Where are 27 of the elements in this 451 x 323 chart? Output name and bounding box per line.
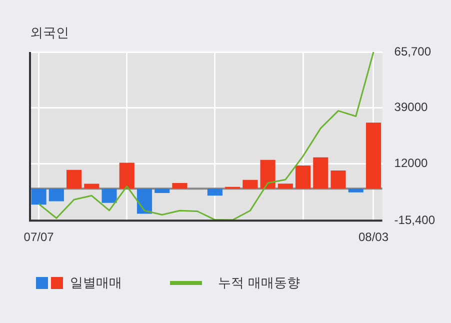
y-tick-label: 39000 [394,100,428,114]
bar [366,122,382,189]
bar [278,184,293,189]
bar [296,166,311,189]
bar [207,188,222,196]
y-tick-label: -15,400 [394,212,436,227]
bar [330,170,346,189]
x-tick-label: 07/07 [24,230,54,244]
bar [242,180,258,189]
legend-label: 누적 매매동향 [218,275,300,292]
bar [102,188,117,203]
chart-title: 외국인 [30,25,69,42]
bar [260,160,276,189]
y-tick-label: 12000 [394,156,428,170]
legend-label: 일별매매 [70,275,122,292]
bar [119,162,134,189]
bar [136,188,152,214]
bar [84,184,100,189]
x-tick-label: 08/03 [358,230,389,244]
bar [48,188,64,202]
y-tick-label: 65,700 [394,44,432,58]
bar [172,182,188,189]
bar [31,188,46,205]
bar [348,188,364,192]
bar [154,188,170,193]
bar [66,170,82,189]
bar [313,157,328,189]
